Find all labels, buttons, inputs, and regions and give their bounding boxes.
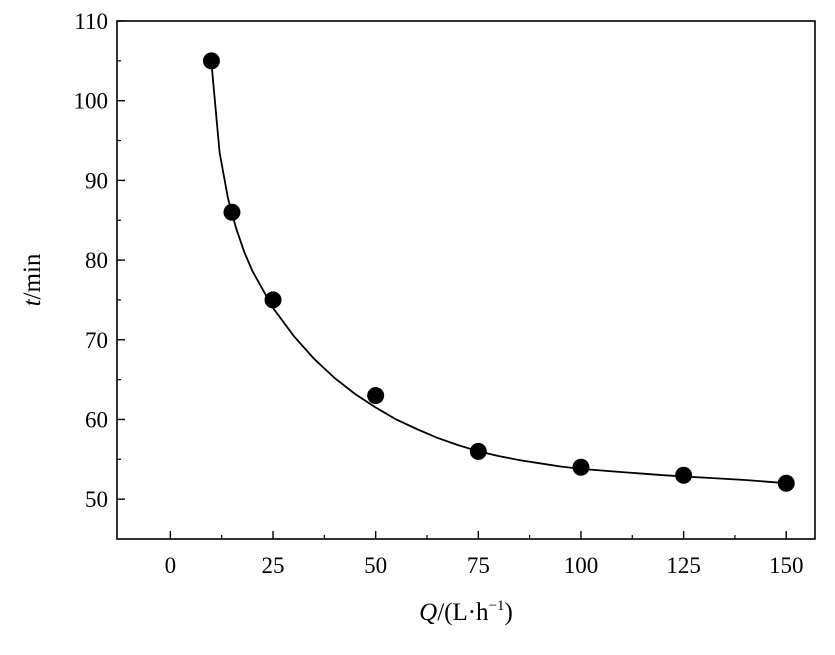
x-axis-ticks: 0 25 50 75 100 125 150 [165,531,804,578]
x-tick-label: 100 [564,553,599,578]
data-point [572,458,590,476]
y-tick-label: 110 [74,9,108,34]
x-tick-label: 125 [666,553,701,578]
y-tick-label: 100 [74,89,109,114]
y-tick-label: 70 [85,328,108,353]
plot-frame [116,20,816,540]
data-point [367,387,385,405]
fitted-curve-layer [210,62,787,485]
data-point [223,203,241,221]
x-tick-label: 25 [262,553,285,578]
x-tick-label: 150 [769,553,804,578]
y-tick-label: 80 [85,248,108,273]
x-axis-title: Q/(L·h−1) [419,598,513,626]
y-tick-label: 50 [85,487,108,512]
data-point [777,474,795,492]
x-tick-label: 75 [467,553,490,578]
y-axis-title: t/min [19,253,46,306]
data-point [469,442,487,460]
data-points-layer [202,52,795,492]
data-point [675,466,693,484]
fitted-curve [210,62,787,485]
y-tick-label: 60 [85,407,108,432]
y-tick-label: 90 [85,168,108,193]
data-point [264,291,282,309]
x-tick-label: 50 [364,553,387,578]
y-axis-ticks: 50 60 70 80 90 100 110 [74,9,125,512]
data-point [202,52,220,70]
x-tick-label: 0 [165,553,177,578]
